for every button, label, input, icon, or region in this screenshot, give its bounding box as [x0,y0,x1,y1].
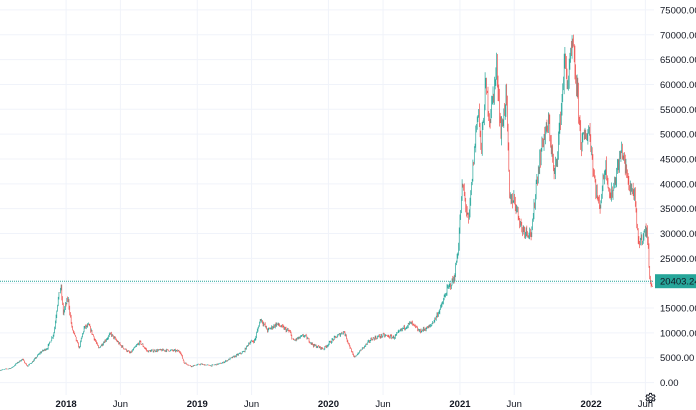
y-tick-label: 40000.00 [660,179,696,190]
x-tick-label: 2022 [581,399,602,410]
y-tick-label: 65000.00 [660,55,696,66]
y-tick-label: 10000.00 [660,328,696,339]
y-tick-label: 55000.00 [660,105,696,116]
candles[interactable] [0,34,653,371]
y-tick-label: 60000.00 [660,80,696,91]
last-price-tag: 20403.24 [655,274,696,289]
x-tick-label: 2019 [187,399,208,410]
y-tick-label: 0.00 [660,378,679,389]
x-tick-label: 2021 [449,399,471,410]
x-axis[interactable]: 2018 Jun 2019 Jun 2020 Jun 2021 Jun 2022 Jun [56,399,653,410]
x-tick-label: Jun [638,399,653,410]
x-tick-label: 2018 [56,399,77,410]
y-tick-label: 50000.00 [660,130,696,141]
last-price-label: 20403.24 [660,277,696,288]
y-tick-label: 30000.00 [660,229,696,240]
y-tick-label: 5000.00 [660,353,694,364]
settings-button[interactable] [641,389,659,407]
y-axis[interactable]: 0.005000.0010000.0015000.0020000.0025000… [660,5,696,389]
y-tick-label: 75000.00 [660,5,696,16]
x-tick-label: 2020 [318,399,339,410]
y-tick-label: 70000.00 [660,30,696,41]
y-tick-label: 15000.00 [660,304,696,315]
x-tick-label: Jun [244,399,259,410]
grid-lines [0,0,654,395]
x-tick-label: Jun [113,399,128,410]
gear-icon [644,392,656,403]
x-tick-label: Jun [507,399,522,410]
y-tick-label: 45000.00 [660,154,696,165]
y-tick-label: 35000.00 [660,204,696,215]
y-tick-label: 25000.00 [660,254,696,265]
x-tick-label: Jun [375,399,390,410]
last-price-badge [655,274,696,289]
